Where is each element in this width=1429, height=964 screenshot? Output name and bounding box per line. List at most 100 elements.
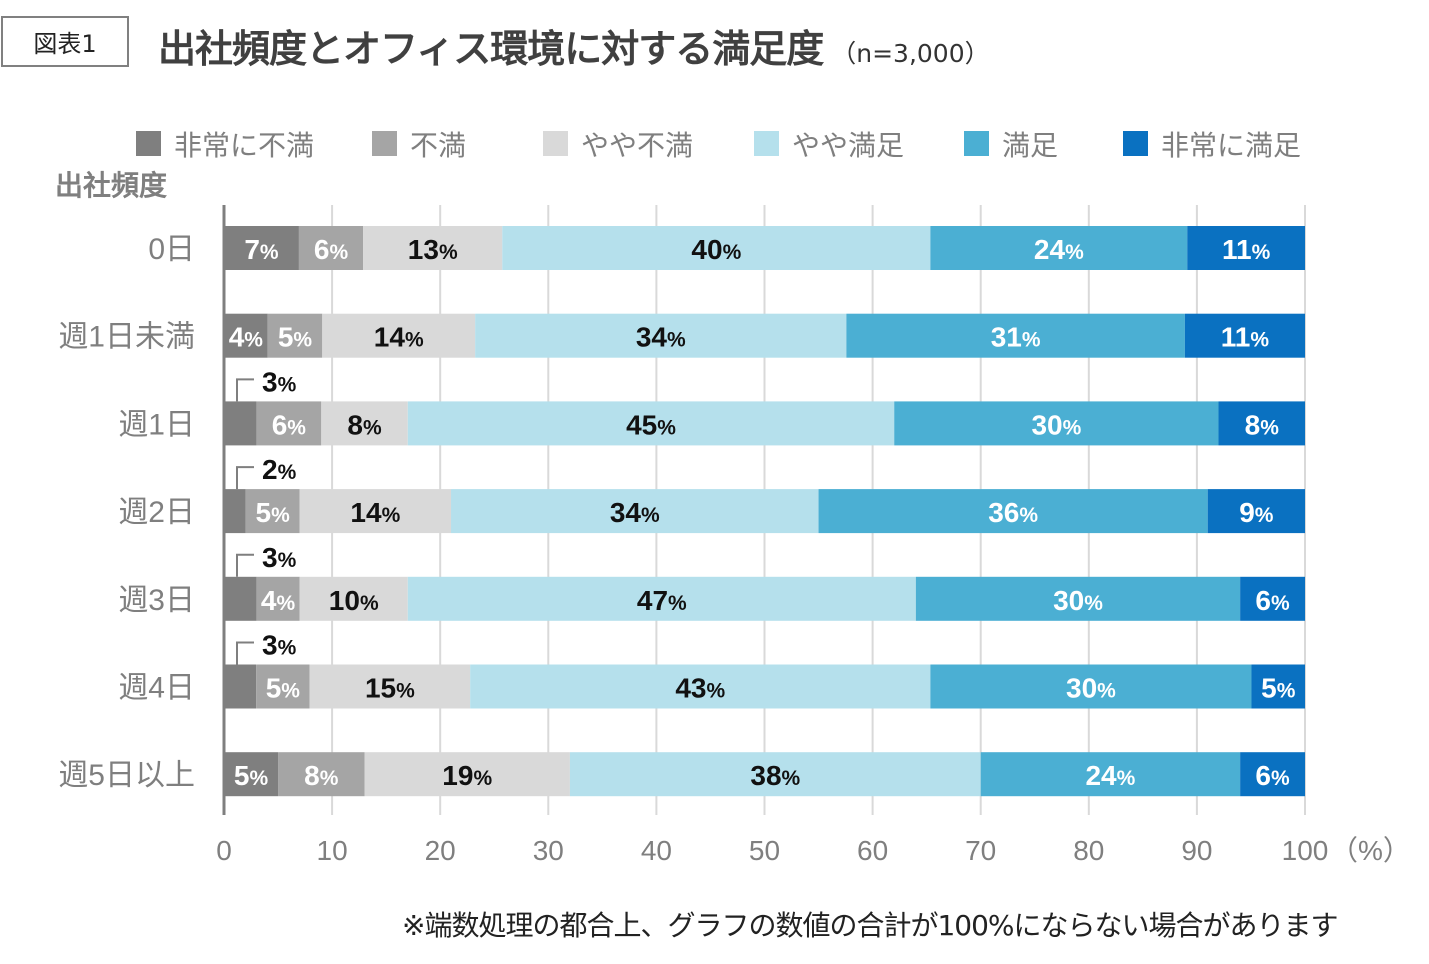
data-label: 7% xyxy=(244,234,279,265)
bar-segment xyxy=(309,664,471,709)
legend-swatch xyxy=(964,131,989,156)
footnote: ※端数処理の都合上、グラフの数値の合計が100%にならない場合があります xyxy=(402,909,1339,942)
callout-line xyxy=(236,553,254,577)
bar-segment xyxy=(930,226,1188,270)
y-axis-title: 出社頻度 xyxy=(55,170,167,201)
category-label: 週1日 xyxy=(118,408,195,441)
data-label: 11% xyxy=(1221,322,1270,353)
bar-segment xyxy=(1207,489,1305,534)
bar-segment xyxy=(278,752,365,797)
x-axis-unit: （%） xyxy=(1330,835,1411,866)
category-label: 週2日 xyxy=(118,496,195,529)
data-label: 14% xyxy=(374,322,424,353)
bar-segment xyxy=(299,576,408,621)
bar-segment xyxy=(475,313,847,358)
bar-segment xyxy=(224,401,257,446)
x-tick-label: 80 xyxy=(1073,835,1104,866)
data-label: 5% xyxy=(234,760,269,791)
data-label: 43% xyxy=(675,673,725,704)
data-label: 15% xyxy=(365,673,415,704)
bar-segment xyxy=(1240,752,1305,797)
data-label: 5% xyxy=(1261,673,1296,704)
bar-segment xyxy=(407,401,895,446)
x-tick-label: 30 xyxy=(533,835,564,866)
data-label: 4% xyxy=(229,322,264,353)
bar-segment xyxy=(915,576,1241,621)
x-tick-label: 90 xyxy=(1181,835,1212,866)
x-tick-label: 50 xyxy=(749,835,780,866)
bar-segment xyxy=(930,664,1252,709)
data-label: 40% xyxy=(691,234,741,265)
data-label: 10% xyxy=(329,585,379,616)
figure-label: 図表1 xyxy=(1,16,129,67)
data-label: 3% xyxy=(262,630,297,661)
bar-segment xyxy=(1218,401,1305,446)
legend-label: やや不満 xyxy=(581,130,693,161)
data-label: 30% xyxy=(1031,409,1081,440)
data-label: 6% xyxy=(272,409,307,440)
legend-label: 非常に不満 xyxy=(174,130,314,161)
x-tick-label: 10 xyxy=(317,835,348,866)
data-label: 8% xyxy=(347,409,382,440)
legend-swatch xyxy=(754,131,779,156)
x-tick-label: 20 xyxy=(425,835,456,866)
data-label: 24% xyxy=(1085,760,1135,791)
legend-label: 不満 xyxy=(410,130,466,161)
bar-segment xyxy=(407,576,916,621)
bar-segment xyxy=(224,489,246,534)
data-label: 9% xyxy=(1239,497,1274,528)
bar-segment xyxy=(256,664,310,709)
bar-segment xyxy=(363,226,503,270)
x-tick-label: 60 xyxy=(857,835,888,866)
category-label: 週1日未満 xyxy=(58,321,195,354)
data-label: 6% xyxy=(1255,585,1290,616)
data-label: 19% xyxy=(442,760,492,791)
data-label: 47% xyxy=(637,585,687,616)
data-label: 34% xyxy=(636,322,686,353)
data-label: 38% xyxy=(750,760,800,791)
bar-segment xyxy=(1240,576,1305,621)
legend-label: 満足 xyxy=(1002,130,1058,161)
bar-segment xyxy=(502,226,931,270)
bar-segment xyxy=(818,489,1208,534)
sample-size: （n=3,000） xyxy=(831,39,990,68)
data-label: 30% xyxy=(1053,585,1103,616)
category-label: 週5日以上 xyxy=(58,759,195,792)
category-label: 週3日 xyxy=(118,584,195,617)
legend-label: やや満足 xyxy=(792,130,904,161)
bar-segment xyxy=(256,576,300,621)
data-label: 36% xyxy=(988,497,1038,528)
data-label: 5% xyxy=(278,322,313,353)
bar-segment xyxy=(256,401,322,446)
callout-line xyxy=(236,466,254,490)
data-label: 2% xyxy=(262,454,297,485)
data-label: 3% xyxy=(262,366,297,397)
data-label: 6% xyxy=(1255,760,1290,791)
data-label: 4% xyxy=(261,585,296,616)
data-label: 30% xyxy=(1066,673,1116,704)
bar-segment xyxy=(224,576,257,621)
bar-segment xyxy=(298,226,364,270)
bar-segment xyxy=(364,752,570,797)
bar-segment xyxy=(894,401,1219,446)
bar-segment xyxy=(267,313,323,358)
bar-segment xyxy=(569,752,981,797)
data-label: 24% xyxy=(1034,234,1084,265)
data-label: 6% xyxy=(314,234,349,265)
data-label: 31% xyxy=(991,322,1041,353)
x-tick-label: 70 xyxy=(965,835,996,866)
data-label: 8% xyxy=(304,760,339,791)
x-tick-label: 40 xyxy=(641,835,672,866)
data-label: 14% xyxy=(350,497,400,528)
legend-swatch xyxy=(136,131,161,156)
bar-segment xyxy=(245,489,300,534)
category-label: 週4日 xyxy=(118,672,195,705)
callout-line xyxy=(236,378,254,402)
bar-segment xyxy=(1184,313,1305,358)
data-label: 13% xyxy=(408,234,458,265)
bar-segment xyxy=(980,752,1241,797)
x-tick-label: 0 xyxy=(216,835,232,866)
bar-segment xyxy=(451,489,819,534)
legend-label: 非常に満足 xyxy=(1161,130,1301,161)
